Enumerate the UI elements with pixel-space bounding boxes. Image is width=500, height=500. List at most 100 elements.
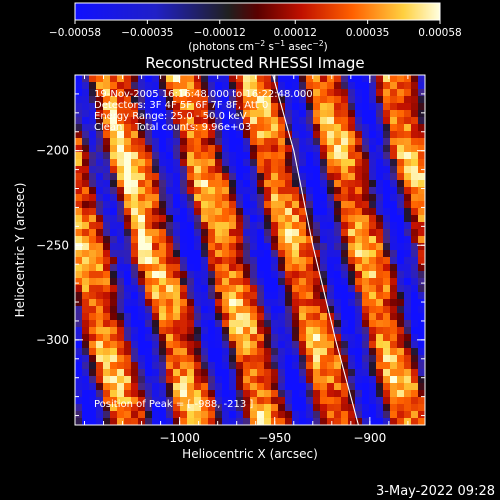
heatmap-cell [278,194,286,202]
heatmap-cell [124,173,132,181]
heatmap-cell [180,306,188,314]
heatmap-cell [355,89,363,97]
peak-position: Position of Peak = [ -988, -213 ] [94,399,253,410]
heatmap-cell [271,145,279,153]
heatmap-cell [397,320,405,328]
heatmap-cell [194,117,202,125]
heatmap-cell [390,243,398,251]
heatmap-cell [75,96,83,104]
heatmap-cell [138,117,146,125]
heatmap-cell [334,411,342,419]
heatmap-cell [418,341,425,349]
heatmap-cell [404,187,412,195]
heatmap-cell [201,334,209,342]
colorbar-tick-label: −0.00058 [49,27,101,39]
heatmap-cell [215,138,223,146]
heatmap-cell [285,348,293,356]
heatmap-cell [418,299,425,307]
heatmap-cell [103,285,111,293]
heatmap-cell [187,285,195,293]
heatmap-cell [278,264,286,272]
heatmap-cell [278,75,286,83]
heatmap-cell [383,341,391,349]
heatmap-cell [208,376,216,384]
heatmap-cell [138,145,146,153]
heatmap-cell [243,327,251,335]
heatmap-cell [348,327,356,335]
heatmap-cell [250,285,258,293]
heatmap-cell [369,355,377,363]
heatmap-cell [110,180,118,188]
heatmap-cell [334,362,342,370]
heatmap-cell [243,166,251,174]
heatmap-cell [299,404,307,412]
heatmap-cell [376,355,384,363]
heatmap-cell [341,306,349,314]
heatmap-cell [166,341,174,349]
heatmap-cell [152,145,160,153]
heatmap-cell [313,194,321,202]
heatmap-cell [75,418,83,425]
heatmap-cell [299,201,307,209]
heatmap-cell [285,404,293,412]
heatmap-cell [117,334,125,342]
heatmap-cell [145,187,153,195]
heatmap-cell [229,411,237,419]
heatmap-cell [404,166,412,174]
heatmap-cell [124,362,132,370]
heatmap-cell [369,411,377,419]
heatmap-cell [89,299,97,307]
heatmap-cell [173,397,181,405]
heatmap-cell [166,320,174,328]
heatmap-cell [152,166,160,174]
heatmap-cell [243,257,251,265]
heatmap-cell [152,110,160,118]
heatmap-cell [355,243,363,251]
heatmap-cell [117,201,125,209]
heatmap-cell [103,334,111,342]
heatmap-cell [369,341,377,349]
heatmap-cell [222,257,230,265]
heatmap-cell [376,250,384,258]
heatmap-cell [299,138,307,146]
heatmap-cell [250,327,258,335]
heatmap-cell [138,103,146,111]
heatmap-cell [383,383,391,391]
heatmap-cell [411,110,419,118]
heatmap-cell [180,159,188,167]
footer-timestamp: 3-May-2022 09:28 [376,484,495,499]
heatmap-cell [194,404,202,412]
heatmap-cell [96,390,104,398]
heatmap-cell [313,299,321,307]
heatmap-cell [320,208,328,216]
heatmap-cell [383,348,391,356]
heatmap-cell [418,397,425,405]
heatmap-cell [208,229,216,237]
heatmap-cell [89,341,97,349]
heatmap-cell [313,348,321,356]
heatmap-cell [145,82,153,90]
heatmap-cell [327,96,335,104]
heatmap-cell [243,418,251,425]
heatmap-cell [110,348,118,356]
heatmap-cell [236,222,244,230]
heatmap-cell [390,173,398,181]
heatmap-cell [229,341,237,349]
heatmap-cell [376,369,384,377]
heatmap-cell [159,299,167,307]
heatmap-cell [229,362,237,370]
heatmap-cell [376,117,384,125]
heatmap-cell [327,110,335,118]
heatmap-cell [285,145,293,153]
heatmap-cell [236,334,244,342]
heatmap-cell [411,236,419,244]
heatmap-cell [89,292,97,300]
heatmap-cell [418,264,425,272]
heatmap-cell [180,250,188,258]
heatmap-cell [180,376,188,384]
heatmap-cell [201,215,209,223]
heatmap-cell [264,215,272,223]
heatmap-cell [103,222,111,230]
heatmap-cell [411,383,419,391]
heatmap-cell [362,89,370,97]
